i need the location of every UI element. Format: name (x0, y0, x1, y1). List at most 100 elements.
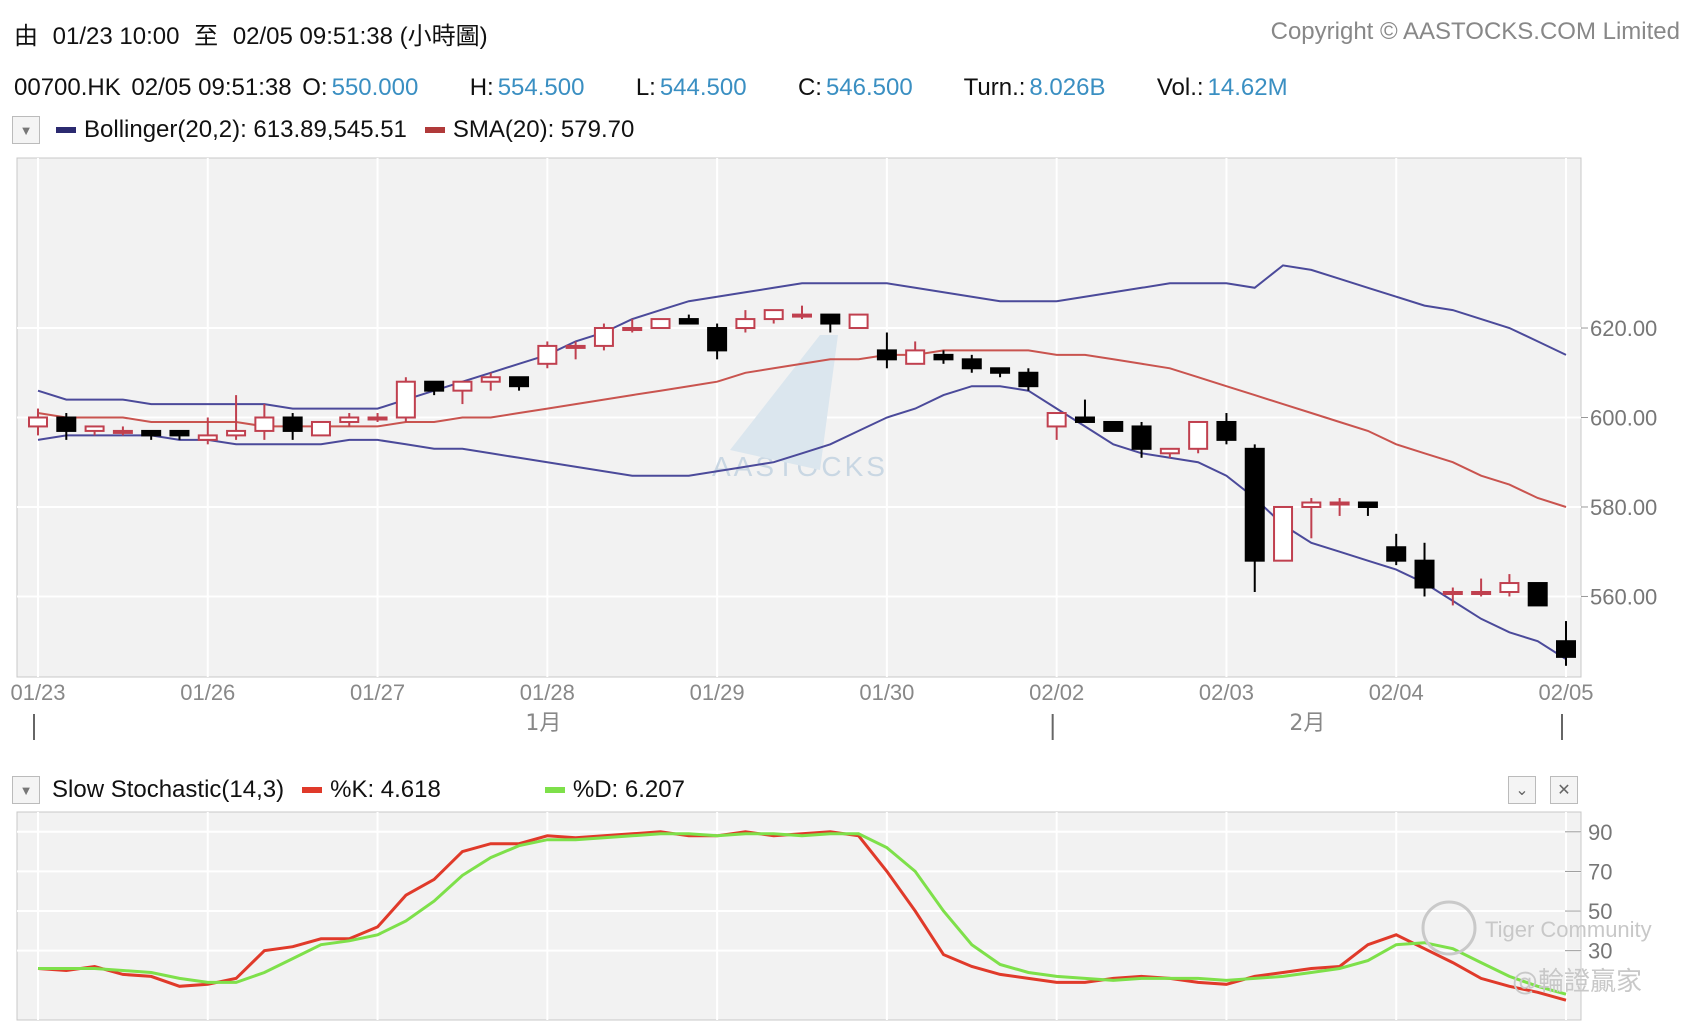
candle (1556, 621, 1576, 666)
stochastic-y-tick-label: 70 (1588, 859, 1612, 884)
x-tick-label: 01/23 (10, 680, 65, 705)
collapse-panel-chevron-icon[interactable]: ⌄ (1508, 776, 1536, 804)
price-y-tick-label: 580.00 (1590, 495, 1657, 520)
candle (876, 332, 897, 369)
candle-body (1159, 447, 1180, 455)
candle (961, 354, 982, 373)
aastocks-logo-icon (730, 335, 838, 470)
price-legend: ▼ Bollinger(20,2): 613.89,545.51 SMA(20)… (12, 116, 648, 144)
candle-body (622, 327, 643, 332)
range-from-label: 由 (14, 23, 38, 50)
stochastic-panel-dropdown-icon[interactable]: ▼ (12, 776, 40, 804)
candle (763, 309, 784, 324)
candle (1244, 444, 1265, 592)
candle (1301, 498, 1322, 539)
candle (1499, 574, 1520, 597)
candle-body (792, 313, 812, 318)
candle-body (990, 367, 1011, 374)
stochastic-k-line (37, 830, 1567, 1002)
candle-body (848, 313, 869, 330)
candle-body (707, 327, 728, 352)
candle-body (1244, 447, 1265, 562)
bollinger-swatch (56, 127, 76, 133)
candle-body (28, 416, 48, 428)
candle-body (763, 309, 784, 321)
candle (1216, 413, 1237, 445)
candle (1386, 533, 1407, 566)
candle (650, 318, 671, 330)
candle-body (565, 344, 586, 349)
bollinger-upper-line (37, 264, 1567, 410)
candle (792, 305, 812, 320)
turnover-value: 8.026B (1029, 74, 1106, 101)
candle-body (112, 429, 133, 434)
candle-body (1301, 501, 1322, 508)
candle-body (650, 318, 671, 330)
candle-body (282, 416, 303, 432)
candle-body (1216, 420, 1237, 441)
candle (28, 408, 48, 436)
candle-body (593, 327, 614, 347)
candle-body (1273, 505, 1294, 562)
range-to-label: 至 (194, 23, 219, 50)
candle (1357, 501, 1378, 516)
close-panel-icon[interactable]: ✕ (1550, 776, 1578, 804)
candle (112, 426, 133, 436)
candle (905, 341, 926, 365)
tiger-community-watermark: Tiger Community @輪證贏家 (1421, 900, 1652, 997)
month-label: 1月 (525, 711, 561, 736)
candle (622, 319, 643, 333)
candle-body (452, 380, 473, 392)
candle-body (310, 420, 331, 437)
candle-body (141, 429, 162, 437)
stochastic-legend: ▼ Slow Stochastic(14,3) %K: 4.618 %D: 6.… (12, 776, 699, 804)
candle-body (1018, 371, 1039, 388)
date-range: 由 01/23 10:00 至 02/05 09:51:38 (小時圖) (14, 16, 488, 51)
d-legend: %D: 6.207 (572, 776, 685, 803)
candle-body (1527, 582, 1548, 607)
candle-body (961, 358, 982, 370)
month-label: 2月 (1289, 711, 1325, 736)
x-tick-label: 01/29 (690, 680, 745, 705)
candle (84, 425, 105, 436)
high-label: H: (469, 74, 494, 101)
stochastic-legend-title: Slow Stochastic(14,3) (52, 776, 285, 803)
candle-body (1386, 546, 1407, 562)
quote-row: 00700.HK 02/05 09:51:38 O: 550.000 H: 554.… (14, 74, 1292, 102)
candle (141, 429, 162, 440)
price-y-tick-label: 600.00 (1590, 406, 1657, 431)
candle (933, 350, 954, 364)
copyright: Copyright © AASTOCKS.COM Limited (1270, 18, 1680, 45)
candle-body (1442, 590, 1463, 595)
candle-body (678, 318, 699, 325)
candle (1414, 542, 1435, 597)
candle-body (395, 380, 416, 419)
candle-body (254, 416, 275, 432)
x-tick-label: 01/28 (520, 680, 575, 705)
handle-watermark: @輪證贏家 (1512, 967, 1642, 997)
candle-body (226, 429, 247, 437)
range-from: 01/23 10:00 (52, 23, 180, 50)
candle-body (1046, 412, 1067, 428)
x-tick-label: 02/05 (1538, 680, 1593, 705)
candle (1159, 447, 1180, 458)
candle (226, 395, 247, 440)
sma-legend: SMA(20): 579.70 (452, 116, 635, 143)
interval: (小時圖) (399, 23, 488, 50)
candle (1131, 421, 1152, 458)
candle-body (509, 376, 530, 388)
candle-body (480, 376, 501, 383)
candle-body (1357, 501, 1378, 508)
stochastic-d-line (38, 832, 1567, 996)
candle (1188, 420, 1209, 454)
candle-body (84, 425, 105, 432)
candle (1074, 399, 1095, 423)
candle (1442, 587, 1463, 606)
candle-body (1499, 582, 1520, 593)
candle (1527, 582, 1548, 607)
price-panel-dropdown-icon[interactable]: ▼ (12, 116, 40, 144)
candle (282, 413, 303, 440)
candle (678, 314, 699, 325)
candle-body (169, 429, 190, 437)
x-tick-label: 01/30 (859, 680, 914, 705)
